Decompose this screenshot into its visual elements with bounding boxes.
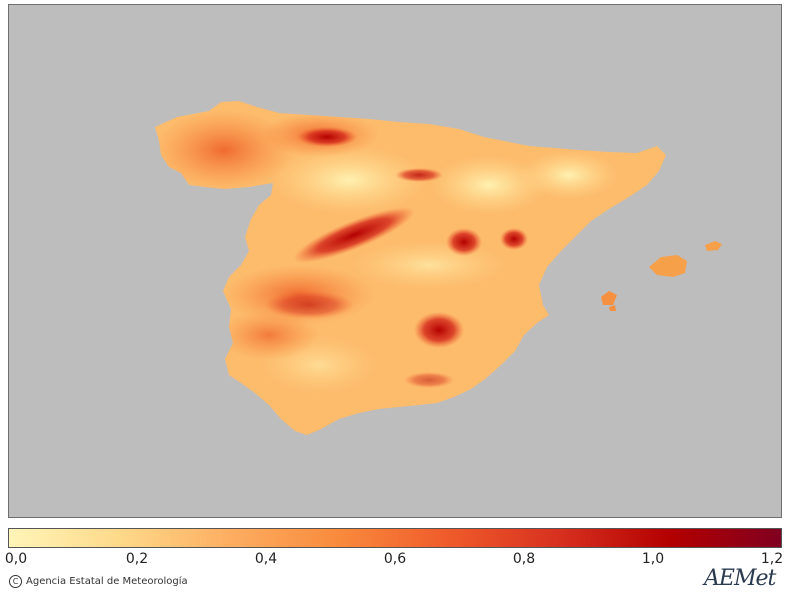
- spain-map: [155, 101, 722, 435]
- menorca-shape: [705, 241, 722, 251]
- logo-text: AEMet: [704, 566, 776, 591]
- formentera-shape: [609, 305, 616, 311]
- color-scale-bar: [8, 528, 782, 548]
- color-scale-tick-label: 0,0: [4, 551, 28, 567]
- color-scale-tick-label: 0,8: [512, 551, 536, 567]
- color-scale-tick-label: 0,4: [254, 551, 278, 567]
- color-scale-tick-label: 0,2: [125, 551, 149, 567]
- mallorca-shape: [649, 255, 687, 277]
- color-scale-tick-label: 1,2: [760, 551, 784, 567]
- credit-text: Agencia Estatal de Meteorología: [26, 576, 188, 587]
- credit-line: C Agencia Estatal de Meteorología: [9, 575, 188, 588]
- ibiza-shape: [601, 291, 617, 305]
- map-panel: [8, 4, 782, 518]
- color-scale-tick-label: 1,0: [641, 551, 665, 567]
- color-scale-tick-label: 0,6: [383, 551, 407, 567]
- temperature-field: [155, 110, 619, 395]
- copyright-icon: C: [9, 575, 22, 588]
- aemet-logo: AEMet: [700, 564, 782, 598]
